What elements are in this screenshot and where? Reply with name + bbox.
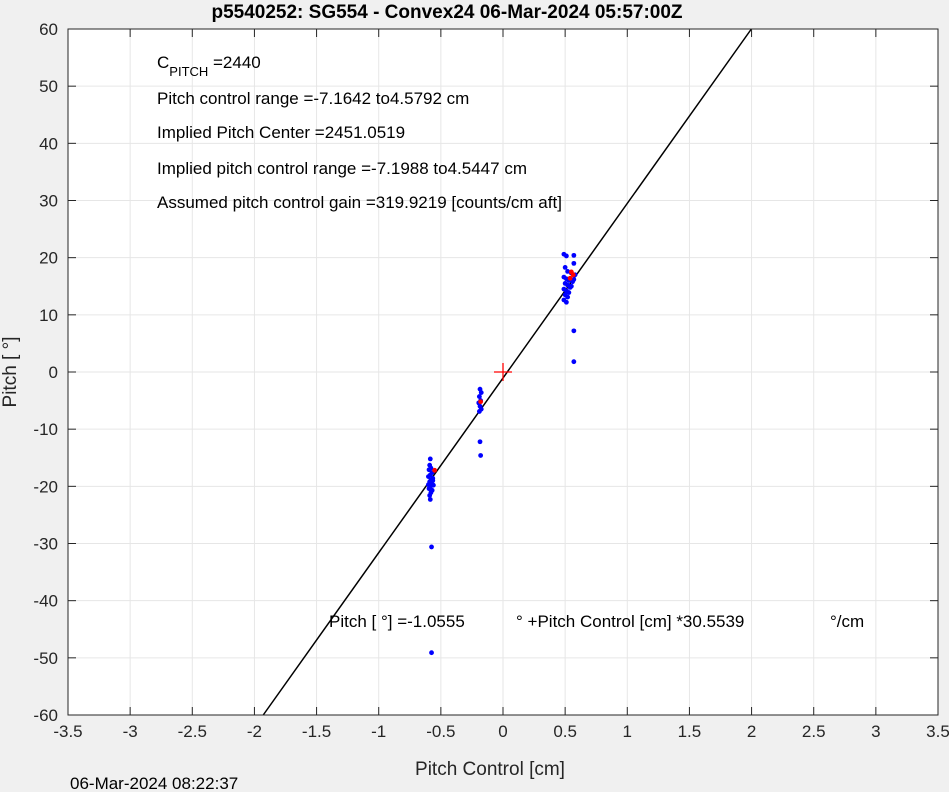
data-point [565,268,571,274]
data-point [563,253,569,259]
selected-point [478,399,484,405]
data-point [477,439,483,445]
y-tick-label: -30 [33,535,58,554]
center-marker [494,363,512,381]
y-tick-label: -20 [33,477,58,496]
selected-points [432,269,576,473]
y-tick-label: -10 [33,420,58,439]
data-point [566,290,572,295]
selected-point [432,467,438,473]
y-tick-label: 50 [39,77,58,96]
x-tick-label: 3.5 [926,722,949,741]
fit-equation-part3: °/cm [830,612,864,631]
y-tick-label: 10 [39,306,58,325]
data-points [426,251,578,656]
selected-point [567,275,573,281]
data-point [476,409,482,414]
data-point [571,328,577,334]
fit-equation-part1: Pitch [ °] =-1.0555 [329,612,465,631]
data-point [563,299,569,305]
x-tick-label: -3 [123,722,138,741]
y-tick-label: 0 [49,363,58,382]
x-tick-label: 2 [747,722,756,741]
data-point [571,276,577,282]
y-tick-label: 40 [39,134,58,153]
data-point [427,497,433,502]
data-point [571,359,577,365]
chart-title: p5540252: SG554 - Convex24 06-Mar-2024 0… [211,2,682,23]
implied-range-annotation: Implied pitch control range =-7.1988 to4… [157,159,527,178]
data-point [476,394,482,399]
implied-center-annotation: Implied Pitch Center =2451.0519 [157,123,405,142]
data-point [429,650,434,656]
data-point [429,544,434,550]
y-tick-label: -50 [33,649,58,668]
gain-annotation: Assumed pitch control gain =319.9219 [co… [157,193,562,212]
x-axis-label: Pitch Control [cm] [415,759,565,780]
y-tick-label: 60 [39,20,58,39]
data-point [426,467,432,473]
y-tick-label: 30 [39,192,58,211]
c-pitch-symbol: C [157,53,169,72]
c-pitch-annotation: CPITCH =2440 [157,53,261,79]
fit-equation-part2: ° +Pitch Control [cm] *30.5539 [516,612,744,631]
x-tick-label: 1.5 [678,722,702,741]
data-point [562,264,568,270]
c-pitch-subscript: PITCH [169,64,208,79]
data-point [430,478,436,484]
data-point [426,482,431,488]
data-point [571,260,577,266]
x-tick-label: 0 [498,722,507,741]
x-tick-label: 3 [871,722,880,741]
x-tick-label: 1 [623,722,632,741]
x-tick-label: -1.5 [302,722,331,741]
x-axis-ticks: -3.5 -3 -2.5 -2 -1.5 -1 -0.5 0 0.5 1 1.5 2 2.5 3 3.5 [53,29,949,741]
x-tick-label: -2.5 [178,722,207,741]
x-tick-label: -2 [247,722,262,741]
timestamp: 06-Mar-2024 08:22:37 [70,774,238,792]
y-axis-label: Pitch [ °] [0,337,21,408]
y-axis-ticks: -60 -50 -40 -30 -20 -10 0 10 20 30 40 50 60 [33,20,938,725]
x-tick-label: 2.5 [802,722,826,741]
x-tick-label: -0.5 [426,722,455,741]
data-point [478,453,484,458]
x-tick-label: 0.5 [553,722,577,741]
data-point [427,456,433,462]
y-tick-label: 20 [39,249,58,268]
y-tick-label: -60 [33,706,58,725]
y-tick-label: -40 [33,592,58,611]
pitch-control-range-annotation: Pitch control range =-7.1642 to4.5792 cm [157,89,469,108]
x-tick-label: -3.5 [53,722,82,741]
data-point [568,283,574,289]
data-point [427,493,433,498]
c-pitch-value: =2440 [208,53,260,72]
data-point [426,474,431,480]
selected-point [570,272,576,278]
x-tick-label: -1 [371,722,386,741]
data-point [478,390,484,395]
data-point [571,252,577,258]
data-point [565,294,571,300]
